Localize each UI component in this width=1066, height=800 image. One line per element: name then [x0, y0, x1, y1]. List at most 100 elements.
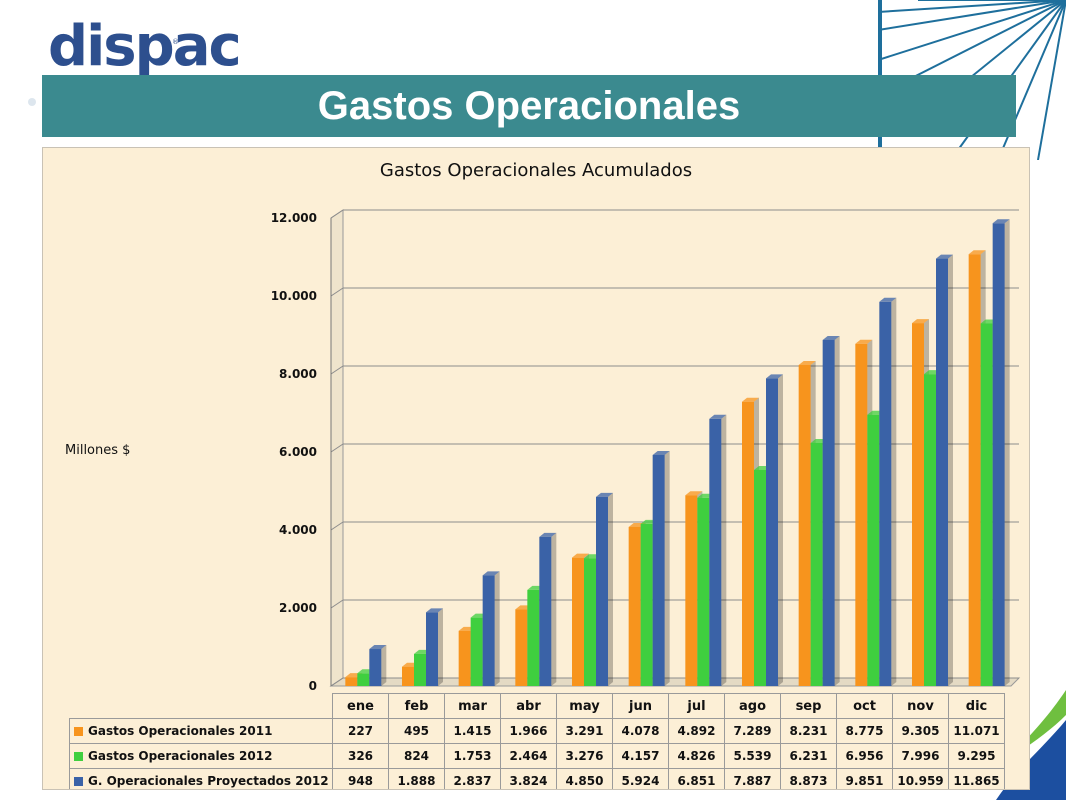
decorative-dot — [28, 98, 36, 106]
y-tick-label: 8.000 — [279, 367, 317, 381]
bar-top — [992, 219, 1010, 224]
bar-top — [879, 297, 897, 302]
bar — [742, 401, 754, 686]
y-tick-label: 0 — [309, 679, 317, 693]
bar — [584, 558, 596, 686]
legend-entry: G. Operacionales Proyectados 2012 — [69, 768, 333, 789]
data-label: 1.966 — [500, 718, 557, 744]
data-label: 4.157 — [612, 743, 669, 769]
bar — [652, 454, 665, 686]
chart-panel: Gastos Operacionales Acumulados Millones… — [42, 147, 1030, 790]
bar — [345, 677, 358, 686]
bar-side — [381, 645, 387, 686]
bar-top — [652, 450, 670, 455]
bar-top — [968, 250, 986, 255]
bar-top — [572, 553, 589, 558]
bar-top — [855, 339, 873, 344]
x-tick-label: oct — [836, 693, 893, 719]
bar-top — [822, 335, 840, 340]
data-label: 6.231 — [780, 743, 837, 769]
legend-label: Gastos Operacionales 2012 — [88, 749, 273, 763]
gridline-diagonal — [330, 365, 344, 375]
data-label: 9.851 — [836, 768, 893, 789]
bar-top — [482, 571, 500, 576]
bar-top — [685, 491, 703, 496]
x-tick-label: jul — [668, 693, 725, 719]
bar-top — [912, 319, 929, 324]
gridline-diagonal — [330, 599, 344, 609]
bar-side — [494, 571, 500, 686]
data-label: 8.775 — [836, 718, 893, 744]
y-tick-label: 2.000 — [279, 601, 317, 615]
bar-side — [721, 414, 727, 686]
bar — [357, 673, 370, 686]
gridline-diagonal — [330, 677, 344, 687]
data-label: 4.850 — [556, 768, 613, 789]
bar — [879, 301, 892, 686]
bar — [572, 557, 584, 686]
bar — [798, 364, 811, 686]
data-label: 5.924 — [612, 768, 669, 789]
bar-top — [798, 360, 816, 365]
data-label: 7.289 — [724, 718, 781, 744]
bar — [640, 523, 653, 686]
bar — [968, 254, 981, 686]
x-tick-label: abr — [500, 693, 557, 719]
y-axis-label: Millones $ — [65, 443, 131, 458]
bar — [596, 496, 608, 686]
data-label: 495 — [388, 718, 445, 744]
x-tick-label: may — [556, 693, 613, 719]
table-row: Gastos Operacionales 2011 227 495 1.415 1.96… — [69, 718, 1005, 744]
y-tick-label: 6.000 — [279, 445, 317, 459]
data-table: ene feb mar abr may jun jul ago sep oct nov dic Gas… — [69, 693, 1005, 789]
x-tick-label: mar — [444, 693, 501, 719]
bar — [936, 258, 948, 686]
data-label: 2.464 — [500, 743, 557, 769]
bar — [527, 589, 540, 686]
logo-trademark: ® — [172, 38, 179, 46]
x-tick-label: feb — [388, 693, 445, 719]
data-label: 227 — [332, 718, 389, 744]
bar — [867, 414, 880, 686]
chart-title: Gastos Operacionales Acumulados — [379, 160, 693, 181]
data-label: 1.415 — [444, 718, 501, 744]
bar — [912, 323, 924, 686]
bar — [458, 630, 471, 686]
x-tick-label: ago — [724, 693, 781, 719]
slide-title: Gastos Operacionales — [42, 75, 1016, 137]
x-tick-label: sep — [780, 693, 837, 719]
x-tick-label: dic — [948, 693, 1005, 719]
data-label: 8.873 — [780, 768, 837, 789]
data-label: 6.851 — [668, 768, 725, 789]
legend-swatch — [74, 727, 83, 736]
data-label: 10.959 — [892, 768, 949, 789]
data-label: 824 — [388, 743, 445, 769]
bar-top — [936, 254, 953, 259]
bar-chart: 0 2.000 4.000 6.000 8.000 10.000 12.000 — [271, 209, 1021, 693]
data-label: 948 — [332, 768, 389, 789]
bar-side — [551, 532, 557, 686]
data-label: 1.753 — [444, 743, 501, 769]
bar — [402, 666, 414, 686]
data-label: 4.078 — [612, 718, 669, 744]
data-label: 9.305 — [892, 718, 949, 744]
x-tick-label: ene — [332, 693, 389, 719]
gridline-diagonal — [330, 209, 344, 219]
bar — [992, 223, 1005, 686]
legend-entry: Gastos Operacionales 2011 — [69, 718, 333, 744]
data-label: 3.824 — [500, 768, 557, 789]
bar — [980, 323, 993, 686]
x-tick-label: nov — [892, 693, 949, 719]
bar — [709, 418, 722, 686]
bar — [515, 609, 528, 686]
bar — [766, 378, 778, 686]
bar — [470, 617, 483, 686]
bar-side — [1004, 219, 1010, 686]
bar-side — [778, 374, 783, 686]
x-tick-label: jun — [612, 693, 669, 719]
dispac-logo: dispac — [24, 8, 242, 79]
bar-top — [369, 645, 387, 650]
data-label: 8.231 — [780, 718, 837, 744]
data-label: 9.295 — [948, 743, 1005, 769]
bar — [697, 497, 710, 686]
